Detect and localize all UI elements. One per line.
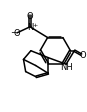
Text: O: O bbox=[79, 51, 86, 60]
Text: NH: NH bbox=[60, 62, 72, 71]
Text: O: O bbox=[27, 11, 33, 20]
Text: +: + bbox=[32, 23, 37, 28]
Text: N: N bbox=[27, 23, 33, 32]
Text: O: O bbox=[14, 29, 20, 38]
Text: −: − bbox=[10, 28, 16, 37]
